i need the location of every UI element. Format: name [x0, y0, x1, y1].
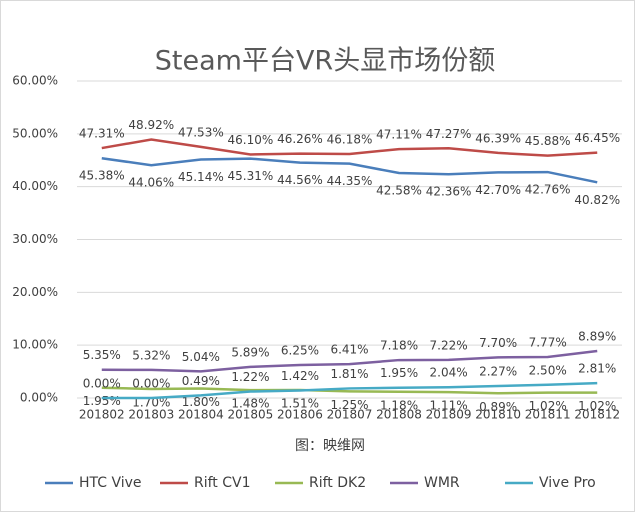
data-label: 7.70%: [479, 336, 517, 350]
data-label: 47.31%: [79, 127, 125, 141]
data-label: 2.27%: [479, 365, 517, 379]
data-label: 0.00%: [132, 377, 170, 391]
data-label: 1.81%: [330, 367, 368, 381]
series-line: [101, 157, 598, 184]
data-label: 44.06%: [128, 176, 174, 190]
y-tick-label: 50.00%: [12, 126, 58, 140]
data-label: 1.95%: [83, 394, 121, 408]
x-tick-label: 201804: [178, 408, 224, 422]
data-label: 8.89%: [578, 330, 616, 344]
data-label: 2.50%: [529, 363, 567, 377]
data-label: 45.31%: [228, 169, 274, 183]
data-label: 0.89%: [479, 400, 517, 414]
x-tick-label: 201806: [277, 408, 323, 422]
legend-label: Vive Pro: [539, 475, 596, 491]
data-label: 42.70%: [475, 183, 521, 197]
data-label: 46.10%: [228, 133, 274, 147]
data-label: 40.82%: [574, 193, 620, 207]
data-label: 1.02%: [578, 399, 616, 413]
data-label: 0.00%: [83, 377, 121, 391]
data-label: 1.42%: [281, 369, 319, 383]
data-label: 7.22%: [430, 338, 468, 352]
data-label: 45.14%: [178, 170, 224, 184]
x-tick-label: 201808: [376, 408, 422, 422]
data-label: 1.48%: [231, 397, 269, 411]
x-tick-label: 201811: [525, 408, 571, 422]
data-label: 5.04%: [182, 350, 220, 364]
x-tick-label: 201809: [426, 408, 472, 422]
data-label: 2.04%: [430, 366, 468, 380]
data-label: 5.89%: [231, 345, 269, 359]
data-label: 6.25%: [281, 343, 319, 357]
data-label: 42.76%: [525, 183, 571, 197]
x-tick-label: 201803: [128, 408, 174, 422]
x-tick-label: 201805: [228, 408, 274, 422]
series-line: [101, 138, 598, 157]
series-line: [101, 349, 598, 373]
legend-label: Rift CV1: [194, 475, 251, 491]
data-label: 1.18%: [380, 398, 418, 412]
data-label: 6.41%: [330, 343, 368, 357]
data-label: 1.51%: [281, 397, 319, 411]
data-label: 46.45%: [574, 131, 620, 145]
legend-label: WMR: [424, 475, 460, 491]
data-label: 47.53%: [178, 125, 224, 139]
data-label: 44.56%: [277, 173, 323, 187]
chart-title: Steam平台VR头显市场份额: [155, 46, 495, 77]
data-label: 1.95%: [380, 366, 418, 380]
data-label: 45.38%: [79, 169, 125, 183]
legend-label: HTC Vive: [79, 475, 142, 491]
y-tick-label: 20.00%: [12, 285, 58, 299]
x-tick-label: 201802: [79, 408, 125, 422]
data-label: 0.49%: [182, 374, 220, 388]
data-label: 5.35%: [83, 348, 121, 362]
data-label: 1.02%: [529, 399, 567, 413]
data-label: 1.80%: [182, 395, 220, 409]
data-label: 44.35%: [327, 174, 373, 188]
y-tick-label: 60.00%: [12, 74, 58, 88]
chart-subtitle: 图：映维网: [295, 438, 365, 454]
series-line: [101, 386, 598, 395]
y-tick-label: 40.00%: [12, 179, 58, 193]
x-tick-label: 201807: [327, 408, 373, 422]
data-label: 1.22%: [231, 370, 269, 384]
data-label: 45.88%: [525, 134, 571, 148]
data-label: 42.36%: [426, 185, 472, 199]
data-label: 47.11%: [376, 128, 422, 142]
data-label: 1.25%: [330, 398, 368, 412]
data-label: 48.92%: [128, 118, 174, 132]
y-tick-label: 30.00%: [12, 232, 58, 246]
data-label: 46.39%: [475, 131, 521, 145]
data-label: 47.27%: [426, 127, 472, 141]
data-label: 5.32%: [132, 348, 170, 362]
legend-label: Rift DK2: [309, 475, 366, 491]
y-tick-label: 0.00%: [20, 391, 58, 405]
data-label: 7.18%: [380, 339, 418, 353]
x-tick-label: 201812: [574, 408, 620, 422]
y-tick-label: 10.00%: [12, 338, 58, 352]
data-label: 46.26%: [277, 132, 323, 146]
x-tick-label: 201810: [475, 408, 521, 422]
series-line: [101, 381, 598, 400]
data-label: 7.77%: [529, 335, 567, 349]
data-label: 42.58%: [376, 184, 422, 198]
data-label: 2.81%: [578, 362, 616, 376]
data-label: 46.18%: [327, 133, 373, 147]
data-label: 1.11%: [430, 399, 468, 413]
